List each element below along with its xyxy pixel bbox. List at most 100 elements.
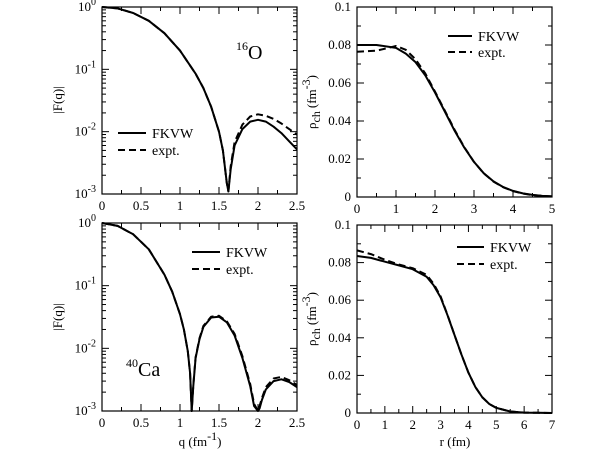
nucleus-mass-number: 16 — [236, 39, 248, 53]
y-axis-label: ρch (fm-3) — [299, 292, 323, 346]
x-tick-label: 2.5 — [289, 415, 305, 430]
curves — [101, 222, 298, 412]
x-tick-label: 1 — [177, 198, 184, 213]
legend: FKVW expt. — [118, 127, 194, 159]
nucleus-element: O — [248, 42, 262, 64]
legend-label-fkvw: FKVW — [226, 246, 268, 261]
tick-labels: 0 1 2 3 4 5 0 0.02 0.04 0.06 0.08 0.1 — [328, 0, 555, 216]
y-tick-base: 10 — [75, 278, 88, 293]
legend: FKVW expt. — [457, 241, 532, 273]
series-line-expt — [101, 222, 298, 412]
x-tick-label: 1 — [393, 201, 400, 216]
tick-labels: 0 1 2 3 4 5 6 7 0 0.02 0.04 0.06 0.08 0.1 — [328, 217, 556, 432]
y-tick-label: 0.06 — [328, 292, 351, 307]
series-line-expt — [356, 249, 553, 414]
x-tick-label: 2 — [255, 198, 262, 213]
nucleus-label: 40Ca — [126, 356, 160, 381]
panel-o16-density: 0 1 2 3 4 5 0 0.02 0.04 0.06 0.08 0.1 ρch (fm-3) FKV… — [299, 0, 555, 216]
y-tick-label: 100 — [78, 213, 96, 230]
x-tick-label: 3 — [437, 417, 444, 432]
y-tick-base: 10 — [78, 0, 91, 14]
x-tick-label: 2 — [255, 415, 262, 430]
x-label-text: q (fm — [179, 434, 208, 449]
y-tick-exponent: 0 — [91, 0, 96, 8]
x-tick-label: 5 — [493, 417, 500, 432]
panel-ca40-density: 0 1 2 3 4 5 6 7 0 0.02 0.04 0.06 0.08 0.1 ρch (fm-3) r… — [299, 217, 556, 449]
y-tick-label: 0.08 — [328, 255, 351, 270]
x-tick-label: 7 — [549, 417, 556, 432]
y-axis-label: ρch (fm-3) — [299, 75, 323, 129]
y-tick-label: 0 — [345, 189, 352, 204]
series-line-expt — [101, 6, 298, 193]
y-tick-exponent: -1 — [88, 59, 96, 70]
x-tick-label: 0 — [354, 201, 361, 216]
legend-label-expt: expt. — [226, 263, 254, 278]
series-line-expt — [356, 45, 553, 198]
series-line-fkvw — [356, 255, 553, 414]
y-tick-label: 10-2 — [75, 338, 96, 355]
y-label-rho: ρ — [304, 339, 319, 346]
y-tick-label: 0.1 — [335, 217, 351, 232]
curves — [356, 249, 553, 414]
x-axis-label: r (fm) — [440, 434, 471, 449]
x-tick-label: 3 — [471, 201, 478, 216]
legend-label-expt: expt. — [478, 46, 506, 61]
x-tick-label: 2 — [409, 417, 416, 432]
x-tick-label: 2.5 — [289, 198, 305, 213]
x-label-exp: -1 — [207, 429, 217, 443]
x-tick-label: 1 — [382, 417, 389, 432]
x-tick-label: 0 — [99, 198, 106, 213]
y-tick-label: 10-1 — [75, 59, 96, 76]
legend: FKVW expt. — [448, 30, 520, 61]
axis-ticks — [101, 222, 298, 412]
x-label-close: ) — [217, 434, 221, 449]
x-tick-label: 5 — [549, 201, 556, 216]
y-tick-label: 0 — [345, 405, 352, 420]
y-tick-label: 10-2 — [75, 122, 96, 139]
y-tick-base: 10 — [75, 403, 88, 418]
x-tick-label: 1.5 — [211, 198, 227, 213]
y-tick-label: 10-3 — [75, 401, 96, 418]
y-tick-exponent: 0 — [91, 213, 96, 224]
curves — [101, 6, 298, 193]
x-tick-label: 0.5 — [133, 415, 149, 430]
y-label-unit: (fm — [304, 89, 319, 108]
x-tick-label: 6 — [521, 417, 528, 432]
x-tick-label: 4 — [465, 417, 472, 432]
series-line-fkvw — [357, 44, 553, 198]
y-tick-label: 10-1 — [75, 276, 96, 293]
plot-frame — [101, 6, 298, 195]
nucleus-mass-number: 40 — [126, 356, 138, 370]
nucleus-element: Ca — [138, 359, 160, 381]
curves — [356, 44, 553, 198]
axis-ticks — [101, 6, 298, 195]
axis-ticks — [356, 224, 553, 414]
legend-label-fkvw: FKVW — [490, 241, 532, 256]
series-line-fkvw — [101, 6, 298, 193]
y-tick-base: 10 — [78, 215, 91, 230]
y-tick-base: 10 — [75, 124, 88, 139]
x-tick-label: 0.5 — [133, 198, 149, 213]
y-axis-label: |F(q)| — [50, 303, 65, 331]
y-axis-label: |F(q)| — [50, 86, 65, 114]
legend-label-fkvw: FKVW — [478, 30, 520, 45]
legend-label-expt: expt. — [490, 258, 518, 273]
y-tick-label: 0.04 — [328, 113, 351, 128]
y-tick-exponent: -2 — [88, 122, 96, 133]
legend-label-expt: expt. — [152, 144, 180, 159]
y-tick-label: 0.08 — [328, 37, 351, 52]
legend: FKVW expt. — [192, 246, 268, 278]
y-tick-label: 10-3 — [75, 184, 96, 201]
y-tick-label: 100 — [78, 0, 96, 14]
x-tick-label: 1.5 — [211, 415, 227, 430]
y-tick-base: 10 — [75, 340, 88, 355]
x-axis-label: q (fm-1) — [179, 429, 222, 449]
y-tick-exponent: -3 — [88, 184, 96, 195]
y-tick-label: 0.02 — [328, 151, 351, 166]
y-tick-base: 10 — [75, 186, 88, 201]
x-tick-label: 1 — [177, 415, 184, 430]
